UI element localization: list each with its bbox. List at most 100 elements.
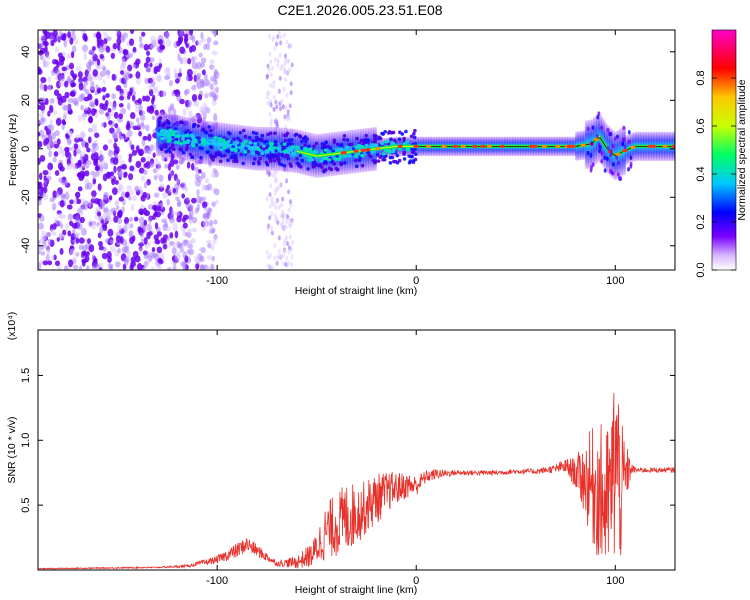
noise-speckle (58, 177, 63, 184)
noise-speckle (107, 262, 112, 270)
noise-speckle (74, 215, 80, 224)
noise-speckle (82, 84, 87, 92)
noise-band-speckle (269, 102, 273, 108)
noise-speckle (132, 125, 139, 131)
noise-speckle (173, 159, 179, 165)
noise-speckle (160, 237, 165, 244)
ridge-speckle (409, 134, 414, 139)
noise-speckle (101, 122, 105, 128)
noise-speckle (195, 257, 200, 265)
noise-speckle (77, 159, 82, 167)
ridge-speckle (402, 157, 407, 161)
noise-speckle (47, 238, 52, 246)
ridge-peak (472, 144, 478, 148)
ridge-speckle (404, 129, 408, 134)
noise-band-speckle (280, 202, 284, 208)
ridge-speckle (236, 136, 240, 141)
ridge-speckle (409, 154, 413, 159)
noise-band-speckle (288, 199, 292, 205)
noise-band-speckle (272, 83, 276, 89)
noise-speckle (92, 69, 99, 77)
spectrogram-y-label: Frequency (Hz) (7, 114, 19, 186)
ridge-speckle (324, 140, 328, 145)
noise-speckle (128, 38, 135, 46)
ridge-speckle (271, 153, 276, 158)
ridge-speckle (267, 153, 272, 158)
noise-speckle (192, 70, 197, 76)
spike-speckle (609, 152, 613, 158)
noise-speckle (60, 193, 66, 201)
noise-speckle (38, 140, 43, 149)
noise-speckle (168, 79, 173, 87)
ridge-core-speckle (292, 152, 297, 156)
ridge-speckle (210, 133, 214, 138)
ridge-core-speckle (213, 136, 218, 140)
noise-band-speckle (266, 73, 270, 79)
noise-speckle (147, 204, 154, 210)
ridge-speckle (241, 161, 245, 166)
ridge-speckle (380, 131, 384, 136)
noise-speckle (67, 31, 72, 39)
ridge-halo (222, 122, 225, 167)
ridge-core-speckle (212, 139, 217, 143)
ridge-halo (241, 125, 245, 169)
ridge-speckle (388, 161, 393, 165)
noise-speckle (78, 265, 83, 270)
ridge-core-speckle (176, 134, 181, 138)
spike-speckle (595, 133, 599, 139)
ridge-speckle (239, 152, 244, 157)
noise-speckle (60, 95, 67, 103)
noise-speckle (124, 222, 131, 230)
noise-speckle (201, 196, 207, 202)
noise-speckle (175, 178, 180, 184)
noise-speckle (148, 216, 153, 224)
noise-speckle (199, 264, 205, 270)
noise-speckle (203, 74, 208, 82)
ridge-speckle (254, 135, 259, 140)
noise-speckle (80, 130, 86, 139)
noise-speckle (135, 71, 141, 79)
noise-speckle (84, 255, 90, 263)
spike-speckle (619, 176, 623, 181)
noise-speckle (120, 107, 127, 115)
noise-speckle (94, 90, 99, 96)
ridge-core-speckle (310, 157, 315, 162)
ridge-speckle (286, 142, 291, 146)
noise-speckle (68, 130, 73, 138)
noise-speckle (179, 98, 185, 105)
noise-speckle (81, 259, 86, 267)
noise-band-speckle (273, 242, 277, 248)
ridge-speckle (412, 131, 416, 136)
ridge-speckle (266, 132, 270, 137)
noise-speckle (129, 216, 134, 222)
noise-speckle (116, 37, 122, 45)
noise-speckle (172, 258, 177, 267)
noise-band-speckle (269, 83, 273, 89)
noise-speckle (143, 254, 149, 260)
noise-band-speckle (291, 240, 295, 246)
noise-speckle (99, 53, 104, 60)
noise-speckle (204, 206, 208, 213)
ridge-core-speckle (360, 144, 365, 149)
spectrogram-x-axis: -100 0 100 (206, 30, 624, 287)
ridge-core-speckle (254, 145, 259, 149)
ridge-speckle (273, 139, 278, 144)
noise-speckle (151, 115, 156, 121)
ridge-speckle (354, 164, 359, 169)
noise-speckle (144, 124, 150, 132)
ridge-speckle (382, 157, 387, 162)
noise-speckle (147, 241, 152, 247)
ridge-speckle (377, 135, 382, 140)
ridge-core-speckle (270, 142, 275, 146)
noise-speckle (155, 263, 161, 269)
noise-speckle (175, 196, 180, 202)
noise-speckle (47, 260, 53, 266)
noise-band-speckle (266, 90, 270, 96)
noise-band-speckle (266, 100, 270, 106)
ridge-speckle (205, 150, 210, 154)
noise-speckle (204, 79, 211, 87)
ridge-core-speckle (286, 150, 291, 155)
ridge-core-speckle (164, 129, 169, 133)
noise-band-speckle (277, 88, 281, 94)
noise-speckle (54, 260, 61, 267)
